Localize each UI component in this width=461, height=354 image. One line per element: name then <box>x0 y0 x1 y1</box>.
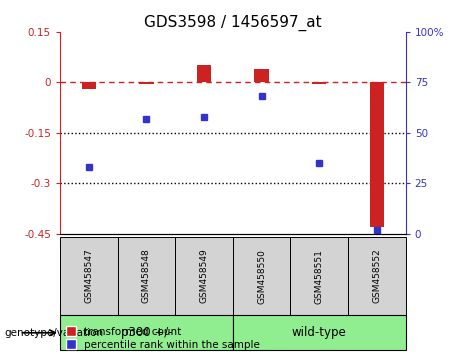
Bar <box>118 237 175 315</box>
Bar <box>370 82 384 227</box>
Bar <box>60 315 233 350</box>
Text: GSM458548: GSM458548 <box>142 249 151 303</box>
Text: wild-type: wild-type <box>292 326 347 339</box>
Bar <box>175 237 233 315</box>
Bar <box>139 82 154 84</box>
Text: GSM458551: GSM458551 <box>315 249 324 304</box>
Bar <box>312 82 326 84</box>
Bar <box>60 237 118 315</box>
Bar <box>197 65 211 82</box>
Bar <box>348 237 406 315</box>
Legend: transformed count, percentile rank within the sample: transformed count, percentile rank withi… <box>65 325 262 352</box>
Text: genotype/variation: genotype/variation <box>5 328 104 338</box>
Text: GSM458547: GSM458547 <box>84 249 93 303</box>
Text: GSM458552: GSM458552 <box>372 249 381 303</box>
Bar <box>290 237 348 315</box>
Bar <box>233 315 406 350</box>
Text: GSM458550: GSM458550 <box>257 249 266 304</box>
Text: GSM458549: GSM458549 <box>200 249 208 303</box>
Bar <box>233 237 290 315</box>
Bar <box>82 82 96 89</box>
Text: p300 +/-: p300 +/- <box>121 326 172 339</box>
Title: GDS3598 / 1456597_at: GDS3598 / 1456597_at <box>144 14 322 30</box>
Bar <box>254 69 269 82</box>
